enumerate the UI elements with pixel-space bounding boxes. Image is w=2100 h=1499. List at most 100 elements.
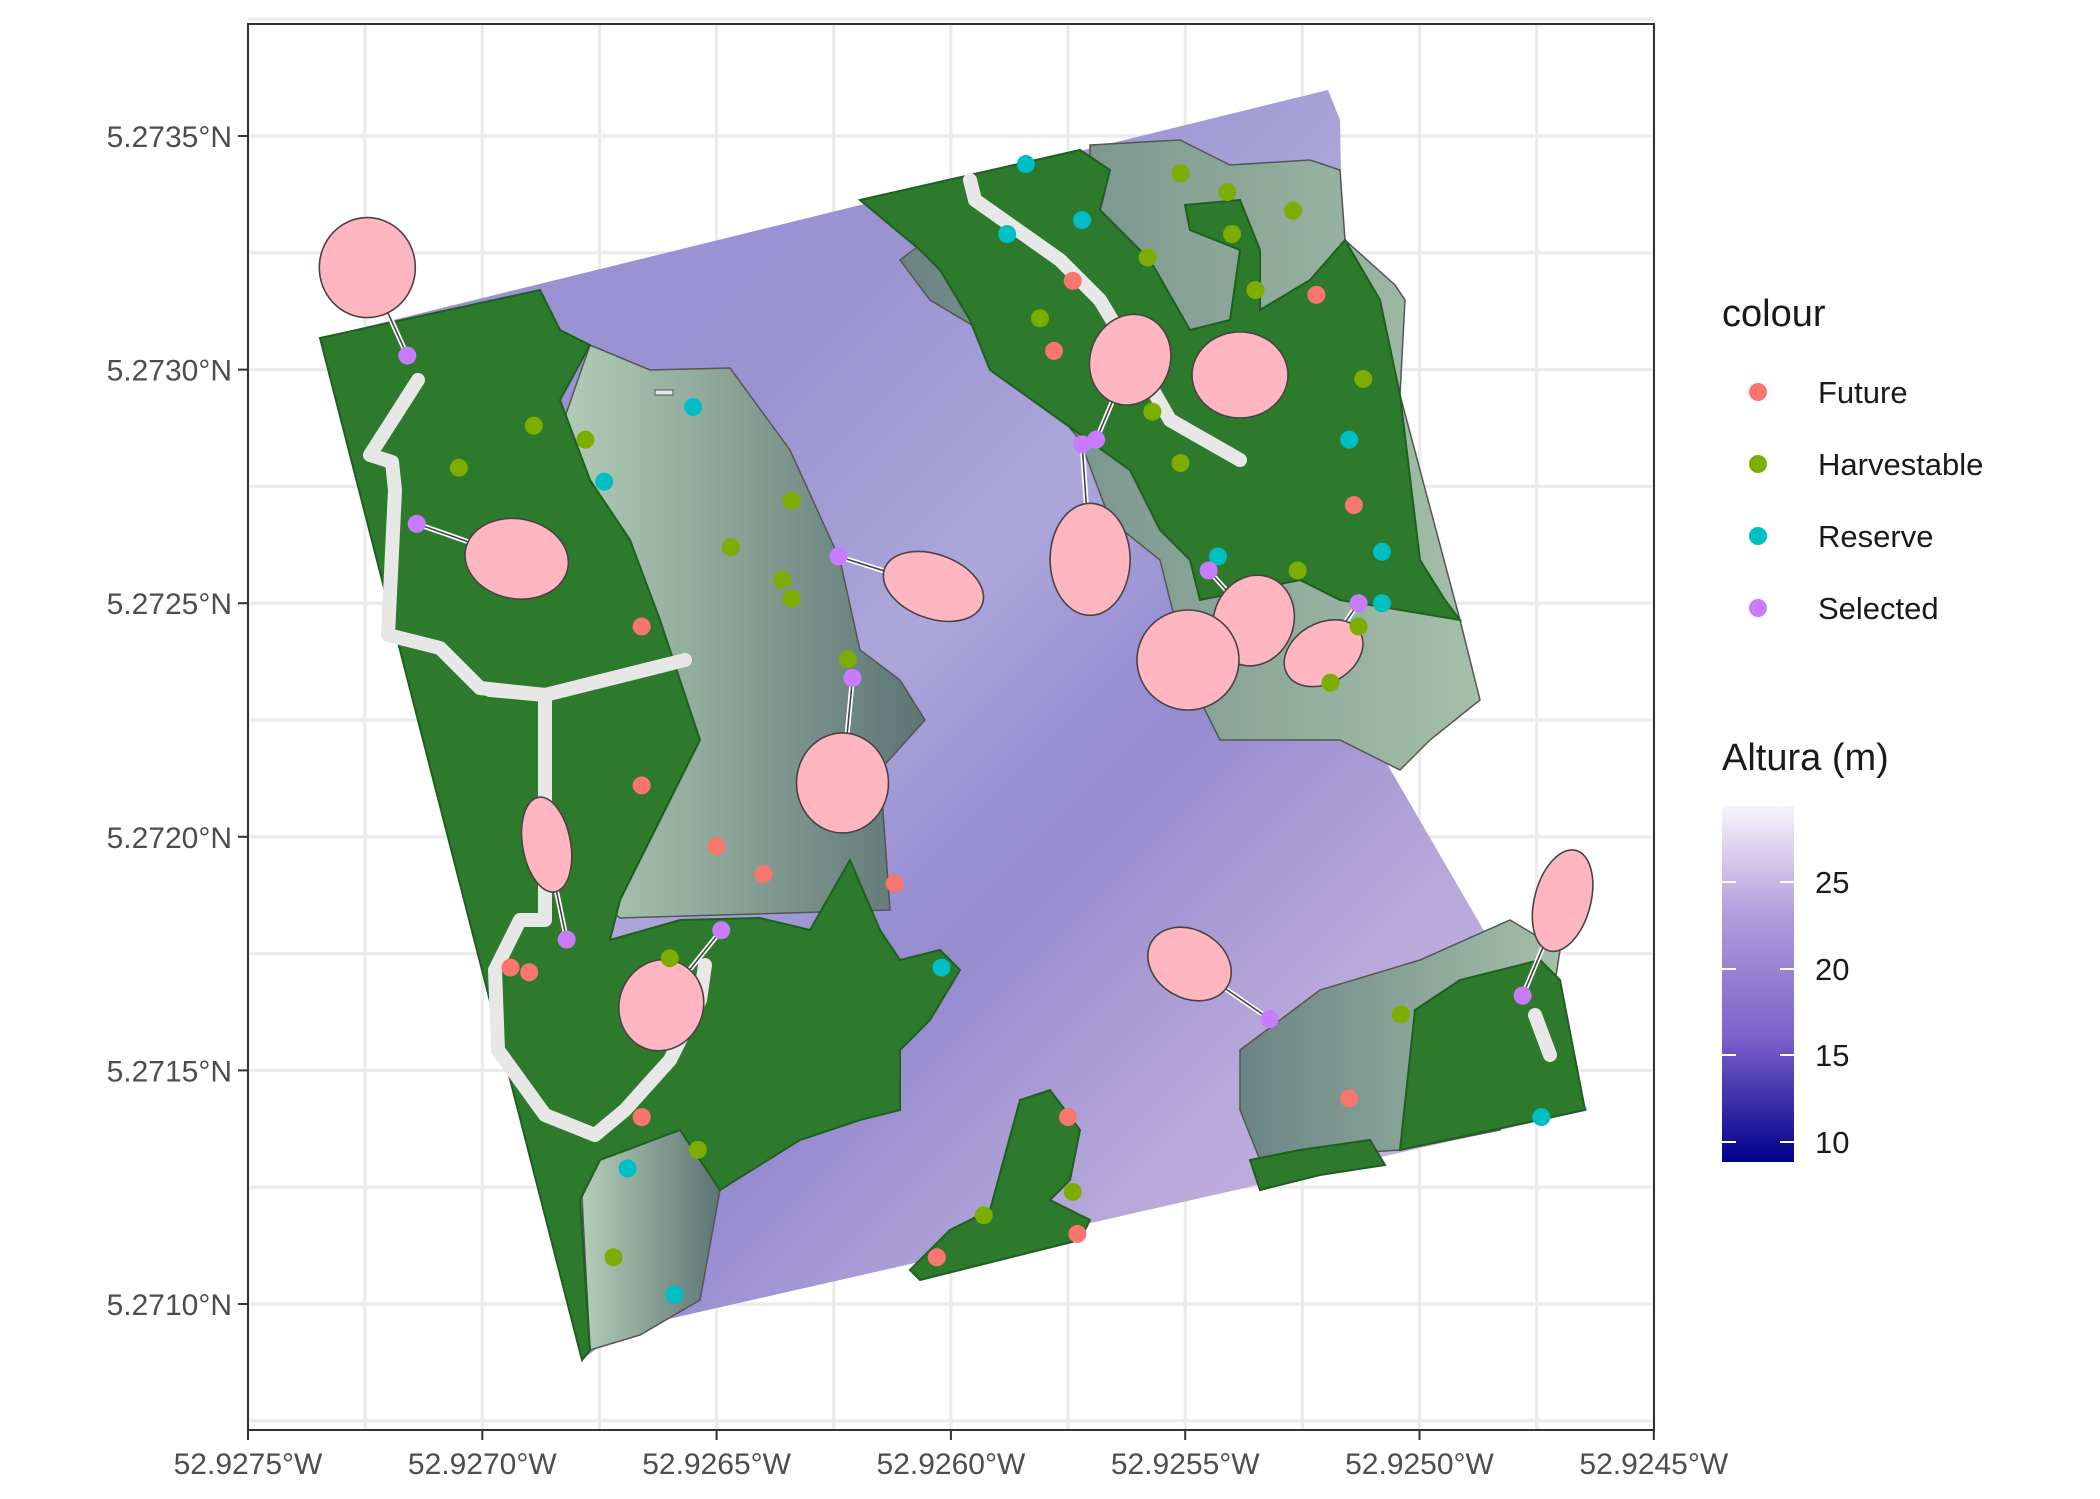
- tree-point-reserve: [1373, 594, 1392, 613]
- x-tick-label: 52.9255°W: [1111, 1448, 1260, 1481]
- legend-key-selected: [1749, 599, 1767, 617]
- tree-point-future: [885, 874, 904, 893]
- forest-area-southeast-strip: [1248, 1138, 1387, 1192]
- tree-point-selected: [1349, 594, 1368, 613]
- tree-point-future: [1307, 285, 1326, 304]
- legend-label-harvestable: Harvestable: [1818, 447, 1983, 482]
- tree-point-harvestable: [576, 430, 595, 449]
- tree-point-future: [632, 1108, 651, 1127]
- tree-point-harvestable: [604, 1248, 623, 1267]
- tree-crown: [1191, 331, 1289, 419]
- x-axis: 52.9275°W 52.9270°W 52.9265°W 52.9260°W 52.9…: [174, 1430, 1729, 1481]
- x-tick-label: 52.9270°W: [408, 1448, 557, 1481]
- y-tick-label: 5.2730°N: [107, 355, 232, 388]
- tree-point-reserve: [618, 1159, 637, 1178]
- legend-colour: colour Future Harvestable Reserve Selected: [1722, 293, 1983, 626]
- tree-crown: [1088, 313, 1172, 406]
- tree-point-future: [632, 776, 651, 795]
- y-tick-label: 5.2715°N: [107, 1055, 232, 1088]
- legend-label-future: Future: [1818, 375, 1908, 410]
- tree-point-reserve: [1340, 430, 1359, 449]
- tree-point-reserve: [1209, 547, 1228, 566]
- tree-point-harvestable: [1391, 1005, 1410, 1024]
- x-tick-label: 52.9265°W: [642, 1448, 791, 1481]
- legend-colour-title: colour: [1722, 293, 1826, 335]
- y-axis: 5.2735°N 5.2730°N 5.2725°N 5.2720°N 5.2715°N…: [107, 121, 248, 1322]
- tree-point-future: [1063, 271, 1082, 290]
- tree-point-harvestable: [449, 458, 468, 477]
- y-tick-label: 5.2720°N: [107, 822, 232, 855]
- legend-key-reserve: [1749, 527, 1767, 545]
- tree-crown: [882, 550, 985, 623]
- tree-point-harvestable: [782, 589, 801, 608]
- tree-point-reserve: [1532, 1108, 1551, 1127]
- tree-crown: [520, 796, 573, 893]
- tree-point-future: [1344, 496, 1363, 515]
- tree-point-reserve: [1073, 211, 1092, 230]
- legend-key-harvestable: [1749, 455, 1767, 473]
- tree-point-harvestable: [1171, 164, 1190, 183]
- y-tick-label: 5.2735°N: [107, 121, 232, 154]
- tree-point-harvestable: [1171, 454, 1190, 473]
- tree-point-harvestable: [1288, 561, 1307, 580]
- tree-point-selected: [1073, 435, 1092, 454]
- tree-crown: [1147, 926, 1233, 1002]
- tree-point-harvestable: [782, 491, 801, 510]
- tree-point-selected: [843, 668, 862, 687]
- tree-point-harvestable: [721, 538, 740, 557]
- tree-crown: [464, 517, 570, 600]
- tree-point-harvestable: [1321, 673, 1340, 692]
- tree-point-selected: [1260, 1010, 1279, 1029]
- legend-height-title: Altura (m): [1722, 737, 1889, 779]
- tree-point-harvestable: [1354, 369, 1373, 388]
- x-tick-label: 52.9250°W: [1345, 1448, 1494, 1481]
- tree-point-reserve: [665, 1285, 684, 1304]
- tree-point-harvestable: [1143, 402, 1162, 421]
- tree-point-harvestable: [1349, 617, 1368, 636]
- tree-point-harvestable: [688, 1140, 707, 1159]
- tree-point-reserve: [932, 958, 951, 977]
- legend-height-colorbar: [1722, 806, 1794, 1162]
- tree-crown: [318, 216, 417, 319]
- colorbar-label: 20: [1815, 952, 1849, 987]
- tree-point-harvestable: [1030, 309, 1049, 328]
- tree-points: [398, 155, 1551, 1304]
- tree-point-selected: [407, 514, 426, 533]
- tree-point-future: [707, 837, 726, 856]
- tree-point-selected: [1513, 986, 1532, 1005]
- tree-point-selected: [1087, 430, 1106, 449]
- tree-point-selected: [712, 921, 731, 940]
- legend-label-selected: Selected: [1818, 591, 1939, 626]
- selected-tree-crowns: [318, 216, 1594, 1052]
- tree-point-future: [520, 963, 539, 982]
- tree-crown: [1531, 849, 1594, 953]
- tree-point-harvestable: [524, 416, 543, 435]
- tree-point-selected: [557, 930, 576, 949]
- tree-point-harvestable: [1138, 248, 1157, 267]
- tree-point-future: [1340, 1089, 1359, 1108]
- tree-point-future: [632, 617, 651, 636]
- legend-height: Altura (m) 25 20 15 10: [1722, 737, 1889, 1162]
- tree-point-harvestable: [1218, 183, 1237, 202]
- tree-point-harvestable: [974, 1206, 993, 1225]
- tree-point-future: [927, 1248, 946, 1267]
- tree-point-selected: [398, 346, 417, 365]
- tree-point-future: [754, 865, 773, 884]
- tree-point-harvestable: [1283, 201, 1302, 220]
- tree-point-harvestable: [660, 949, 679, 968]
- tree-point-harvestable: [1246, 281, 1265, 300]
- tree-point-future: [501, 958, 520, 977]
- tree-point-harvestable: [1223, 225, 1242, 244]
- tree-point-harvestable: [773, 570, 792, 589]
- tree-crown: [1136, 609, 1240, 711]
- tree-point-reserve: [684, 397, 703, 416]
- tree-point-selected: [829, 547, 848, 566]
- x-tick-label: 52.9275°W: [174, 1448, 323, 1481]
- legend-key-future: [1749, 383, 1767, 401]
- tree-crown: [1049, 502, 1131, 617]
- y-tick-label: 5.2725°N: [107, 588, 232, 621]
- tree-point-future: [1044, 341, 1063, 360]
- x-tick-label: 52.9245°W: [1579, 1448, 1728, 1481]
- tree-point-reserve: [1373, 542, 1392, 561]
